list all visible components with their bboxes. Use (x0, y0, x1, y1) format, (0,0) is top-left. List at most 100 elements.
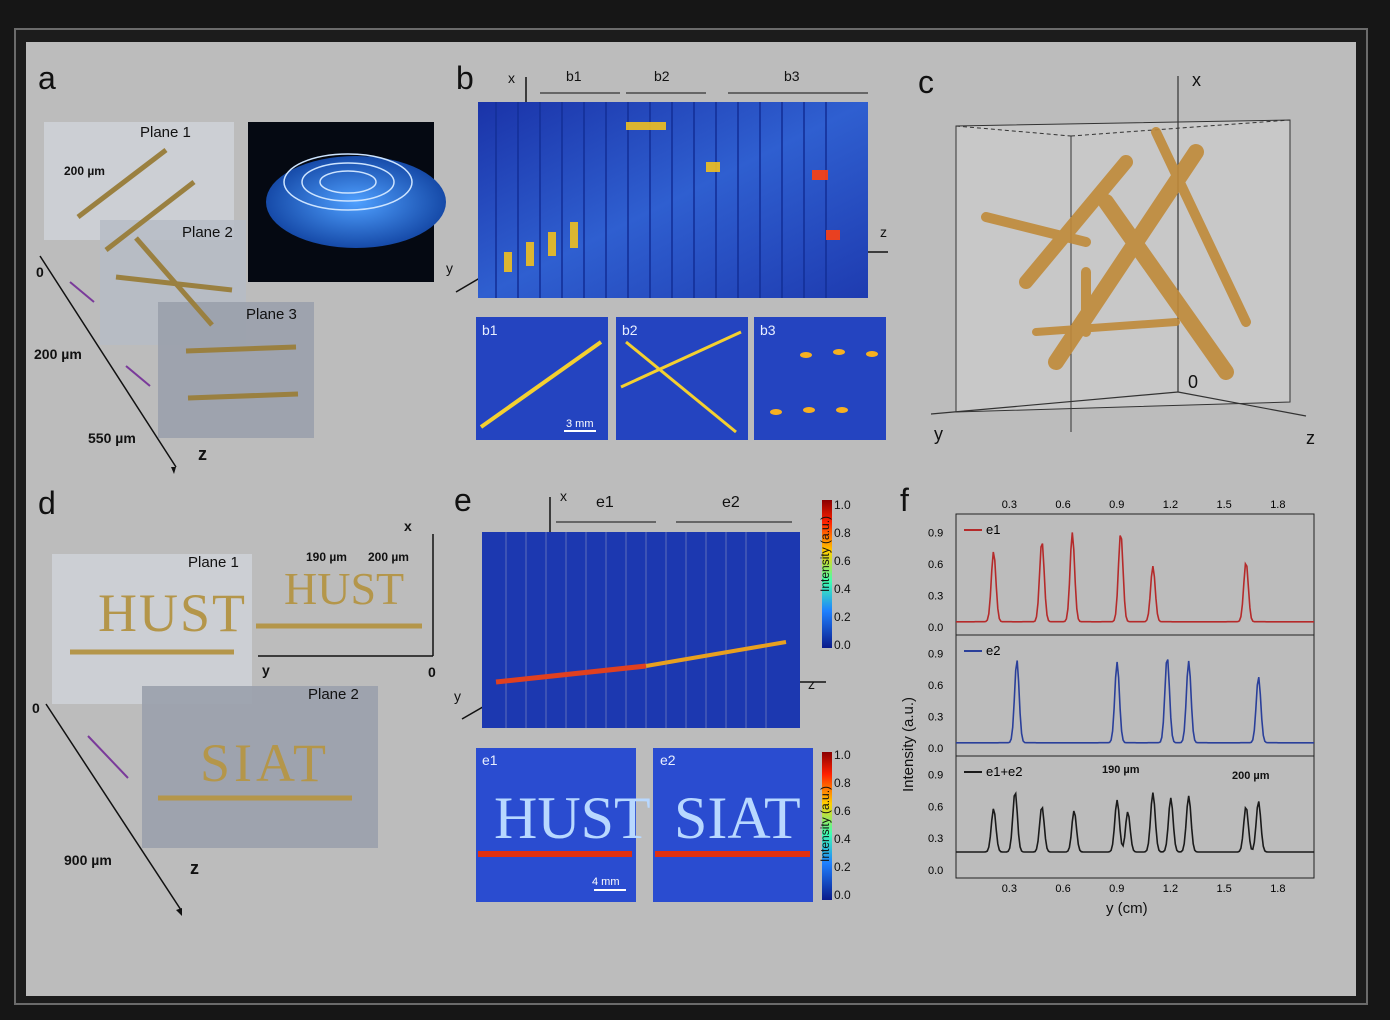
cb-tick-4: 0.4 (834, 582, 851, 596)
legend-label-e1+e2: e1+e2 (986, 764, 1023, 779)
y-tick-label: 0.6 (928, 801, 943, 813)
f-annotation-190: 190 µm (1102, 764, 1140, 776)
f-annotation-200: 200 µm (1232, 770, 1270, 782)
b3-header: b3 (784, 68, 800, 84)
panel-letter-d: d (38, 485, 56, 521)
y-tick-label: 0.6 (928, 680, 943, 692)
y-tick-label: 0.0 (928, 743, 943, 755)
series-line-e1+e2 (956, 791, 1314, 853)
y-tick-label: 0.0 (928, 865, 943, 877)
y-tick-label: 0.3 (928, 591, 943, 603)
e1-header: e1 (596, 494, 614, 511)
x-tick-label: 1.2 (1163, 499, 1178, 511)
y-tick-label: 0.9 (928, 649, 943, 661)
e2-header: e2 (722, 494, 740, 511)
figure-graphics: e1 0.0 0.3 0.6 0.9 e2 0.0 0.3 0.6 0.9 e1+e2 0.0 0.3 0… (39, 76, 1315, 916)
x-tick-label: 0.9 (1109, 883, 1124, 895)
plane-2-label: Plane 2 (182, 224, 233, 241)
y-axis-label-c: y (934, 424, 943, 444)
cb-tick-2: 0.8 (834, 526, 851, 540)
cb-tick-6: 0.0 (834, 638, 851, 652)
b1-header: b1 (566, 68, 582, 84)
x-axis-label-b: x (508, 70, 515, 86)
cb2-tick-2: 0.8 (834, 776, 851, 790)
cb2-tick-5: 0.2 (834, 860, 851, 874)
cb-tick-1: 1.0 (834, 498, 851, 512)
origin-label-d: 0 (428, 664, 436, 680)
plane-3-label: Plane 3 (246, 306, 297, 323)
z-axis-label-c: z (1306, 428, 1315, 448)
y-tick-label: 0.3 (928, 833, 943, 845)
x-tick-label: 1.5 (1217, 883, 1232, 895)
cb-tick-3: 0.6 (834, 554, 851, 568)
series-line-e2 (956, 659, 1314, 744)
cb2-tick-6: 0.0 (834, 888, 851, 902)
cb2-tick-4: 0.4 (834, 832, 851, 846)
line-plot-f: e1 0.0 0.3 0.6 0.9 e2 0.0 0.3 0.6 0.9 e1+e2 0.0 0.3 0… (928, 499, 1314, 895)
x-tick-label: 0.3 (1002, 883, 1017, 895)
overlap-text: HUST (284, 563, 405, 614)
b2-header: b2 (654, 68, 670, 84)
y-tick-label: 0.3 (928, 712, 943, 724)
siat-text: SIAT (200, 733, 331, 793)
y-axis-label-e: y (454, 688, 461, 704)
panel-letter-c: c (918, 64, 934, 100)
cb2-tick-1: 1.0 (834, 748, 851, 762)
x-tick-label: 1.8 (1270, 499, 1285, 511)
panel-letter-a: a (38, 60, 56, 96)
depth-200-label: 200 µm (34, 346, 82, 362)
x-tick-label: 0.6 (1055, 499, 1070, 511)
z-axis-label-e: z (808, 676, 815, 692)
z-axis-label-d: z (190, 858, 199, 878)
y-tick-label: 0.9 (928, 528, 943, 540)
z-axis-label-a: z (198, 444, 207, 464)
legend-label-e1: e1 (986, 522, 1000, 537)
e2-inset-label: e2 (660, 752, 676, 768)
b3-inset-label: b3 (760, 322, 776, 338)
panel-d-graphic (45, 534, 434, 916)
width-label: 200 µm (64, 164, 105, 178)
b1-inset-label: b1 (482, 322, 498, 338)
origin-label-c: 0 (1188, 372, 1199, 392)
colorbar-label-2: Intensity (a.u.) (818, 785, 832, 862)
hust-inset-text: HUST (494, 785, 651, 851)
y-tick-label: 0.6 (928, 559, 943, 571)
panel-c-graphic (930, 76, 1307, 432)
y-tick-label: 0.9 (928, 770, 943, 782)
legend-label-e2: e2 (986, 643, 1000, 658)
depth-0-label-d: 0 (32, 700, 40, 716)
scalebar-b: 3 mm (566, 418, 594, 430)
y-axis-label-b: y (446, 260, 453, 276)
x-axis-label-e: x (560, 488, 567, 504)
plane-1-label-d: Plane 1 (188, 554, 239, 571)
panel-b-graphic (455, 77, 888, 440)
x-tick-label: 1.5 (1217, 499, 1232, 511)
panel-letter-b: b (456, 60, 474, 96)
y-tick-label: 0.0 (928, 622, 943, 634)
b2-inset-label: b2 (622, 322, 638, 338)
e1-inset-label: e1 (482, 752, 498, 768)
panel-a-graphic (39, 122, 446, 474)
f-ylabel: Intensity (a.u.) (900, 696, 917, 792)
x-axis-label-d: x (404, 518, 412, 534)
plane-2-label-d: Plane 2 (308, 686, 359, 703)
f-xlabel: y (cm) (1106, 900, 1148, 917)
plane-1-label: Plane 1 (140, 124, 191, 141)
x-tick-label: 0.9 (1109, 499, 1124, 511)
panel-f-frame (955, 513, 1315, 879)
gap-190-label: 190 µm (306, 550, 347, 564)
panel-letter-e: e (454, 482, 472, 518)
colorbar-label: Intensity (a.u.) (818, 515, 832, 592)
x-tick-label: 1.2 (1163, 883, 1178, 895)
x-tick-label: 0.3 (1002, 499, 1017, 511)
panel-e-graphic (461, 497, 826, 902)
depth-900-label: 900 µm (64, 852, 112, 868)
depth-0-label: 0 (36, 264, 44, 280)
x-tick-label: 0.6 (1055, 883, 1070, 895)
colorbar-upper (822, 500, 832, 900)
z-axis-label-b: z (880, 224, 887, 240)
depth-550-label: 550 µm (88, 430, 136, 446)
y-axis-label-d: y (262, 662, 270, 678)
hust-text: HUST (98, 583, 248, 643)
cb-tick-5: 0.2 (834, 610, 851, 624)
